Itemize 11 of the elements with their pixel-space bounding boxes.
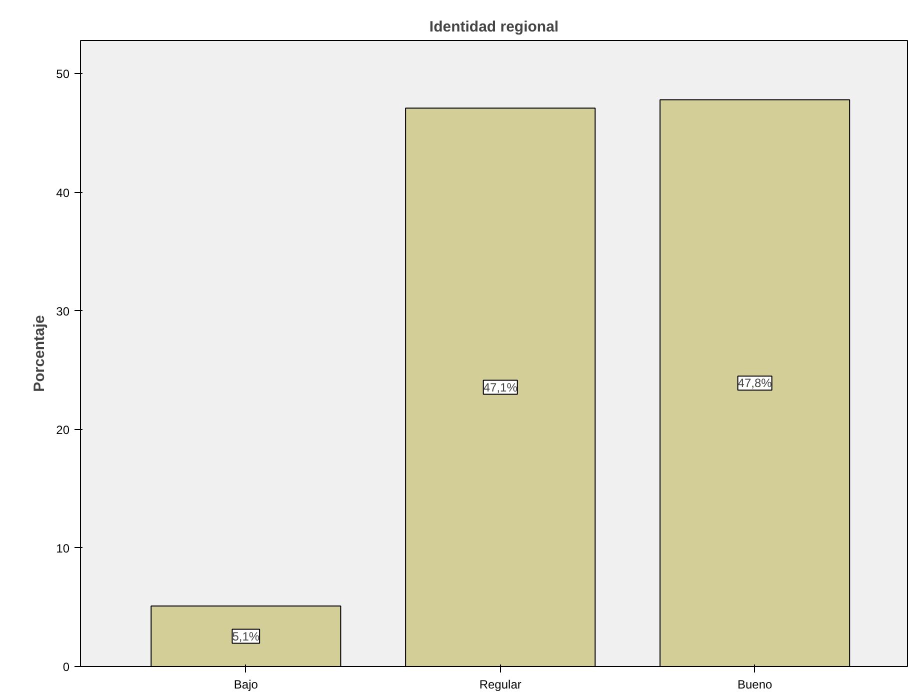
chart-title: Identidad regional: [429, 18, 559, 36]
y-tick-label: 40: [56, 186, 70, 200]
y-tick-label: 20: [56, 422, 70, 437]
x-tick-label: Bajo: [234, 678, 258, 692]
y-tick-label: 0: [62, 660, 70, 674]
y-tick-label: 50: [56, 67, 70, 82]
y-axis-title: Porcentaje: [31, 315, 48, 392]
x-tick-label: Bueno: [737, 678, 772, 692]
y-tick-label: 30: [56, 304, 70, 318]
x-tick-label: Regular: [479, 678, 522, 692]
y-tick-label: 10: [56, 541, 70, 556]
